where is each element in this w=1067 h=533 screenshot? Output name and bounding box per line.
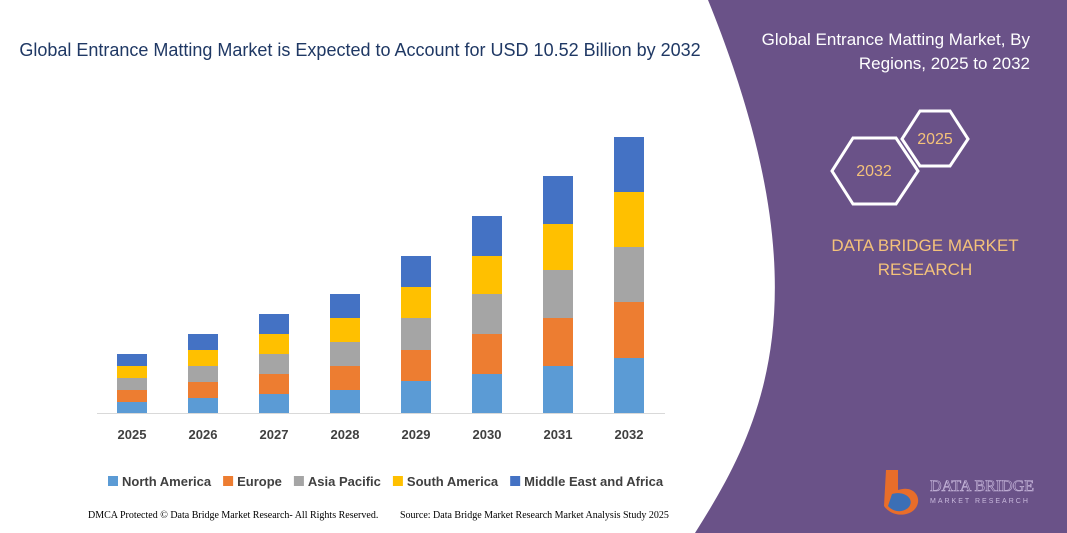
logo-tagline: MARKET RESEARCH xyxy=(930,498,1030,505)
hex-label: 2025 xyxy=(917,131,953,148)
bar-segment xyxy=(543,318,573,366)
bar-segment xyxy=(401,318,431,350)
bar-segment xyxy=(259,314,289,334)
legend-swatch xyxy=(108,476,118,486)
x-tick-label: 2028 xyxy=(331,427,360,442)
bar-segment xyxy=(401,256,431,287)
bar-segment xyxy=(543,176,573,224)
bar-segment xyxy=(117,378,147,390)
footer-right: Source: Data Bridge Market Research Mark… xyxy=(400,510,669,521)
bar-segment xyxy=(117,390,147,402)
brand-box: DATA BRIDGE MARKET RESEARCH xyxy=(831,236,1019,279)
bar-segment xyxy=(117,366,147,378)
bar-segment xyxy=(614,358,644,413)
bar-segment xyxy=(614,247,644,302)
x-tick-label: 2031 xyxy=(544,427,573,442)
bar-segment xyxy=(259,334,289,354)
legend-swatch xyxy=(510,476,521,486)
logo-name: DATA BRIDGE xyxy=(930,478,1034,495)
x-tick-label: 2026 xyxy=(189,427,218,442)
bar-segment xyxy=(330,390,360,413)
bar-segment xyxy=(188,366,218,382)
bar-segment xyxy=(543,270,573,318)
brand: DATA BRIDGE MARKET RESEARCH xyxy=(831,236,1019,279)
legend-swatch xyxy=(223,476,234,486)
bar-segment xyxy=(614,137,644,192)
bar-segment xyxy=(472,216,502,256)
footer-left: DMCA Protected © Data Bridge Market Rese… xyxy=(88,510,378,521)
x-tick-label: 2029 xyxy=(402,427,431,442)
side-title: Global Entrance Matting Market, By Regio… xyxy=(761,30,1030,73)
bar-segment xyxy=(614,192,644,247)
x-tick-label: 2032 xyxy=(615,427,644,442)
bar-segment xyxy=(401,381,431,413)
legend-label: Europe xyxy=(237,474,282,489)
x-tick-label: 2030 xyxy=(473,427,502,442)
bar-segment xyxy=(543,366,573,413)
hex-label: 2032 xyxy=(856,163,892,180)
bar-segment xyxy=(188,398,218,413)
bar-segment xyxy=(472,294,502,334)
bar-segment xyxy=(401,287,431,318)
bar-segment xyxy=(472,374,502,413)
bar-segment xyxy=(259,374,289,394)
bar-segment xyxy=(330,318,360,342)
bar-segment xyxy=(117,402,147,413)
bar-segment xyxy=(472,334,502,374)
legend-label: South America xyxy=(407,474,499,489)
logo-icon xyxy=(888,493,911,512)
side-panel xyxy=(695,0,1067,533)
x-tick-label: 2027 xyxy=(260,427,289,442)
hexagon xyxy=(900,109,970,168)
bar-segment xyxy=(188,334,218,350)
bar-segment xyxy=(117,354,147,366)
x-tick-label: 2025 xyxy=(118,427,147,442)
bar-segment xyxy=(401,350,431,381)
bar-segment xyxy=(330,342,360,366)
bar-segment xyxy=(188,382,218,398)
legend-swatch xyxy=(392,476,403,486)
bar-segment xyxy=(330,366,360,390)
bar-segment xyxy=(188,350,218,366)
legend-label: Asia Pacific xyxy=(308,474,381,489)
side-title-box: Global Entrance Matting Market, By Regio… xyxy=(761,30,1030,73)
bar-segment xyxy=(259,354,289,374)
bar-segment xyxy=(330,294,360,318)
chart-title: Global Entrance Matting Market is Expect… xyxy=(19,40,700,60)
legend-label: North America xyxy=(122,474,212,489)
bar-segment xyxy=(472,256,502,294)
bar-segment xyxy=(259,394,289,413)
bar-segment xyxy=(543,224,573,270)
hexagon xyxy=(830,136,920,206)
legend-swatch xyxy=(293,476,304,486)
bar-segment xyxy=(614,302,644,358)
legend-label: Middle East and Africa xyxy=(524,474,664,489)
